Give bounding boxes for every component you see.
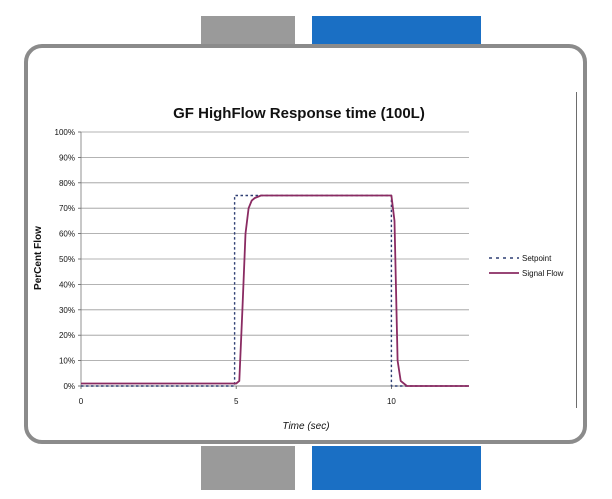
top-gray-tab bbox=[201, 16, 295, 46]
right-divider bbox=[576, 92, 577, 408]
bottom-blue-tab bbox=[312, 446, 481, 490]
y-tick-label: 30% bbox=[59, 306, 75, 315]
top-blue-tab bbox=[312, 16, 481, 46]
grid-lines bbox=[78, 131, 469, 387]
chart-frame bbox=[24, 44, 587, 444]
y-axis-ticks: 0% 10% 20% 30% 40% 50% 60% 70% 80% 90% 100% bbox=[55, 128, 75, 391]
y-tick-label: 10% bbox=[59, 357, 75, 366]
y-tick-label: 20% bbox=[59, 331, 75, 340]
y-tick-label: 100% bbox=[55, 128, 75, 137]
y-tick-label: 60% bbox=[59, 230, 75, 239]
y-tick-label: 90% bbox=[59, 153, 75, 162]
y-axis-label: PerCent Flow bbox=[33, 226, 44, 290]
x-axis-ticks: 0 5 10 bbox=[79, 386, 396, 406]
y-tick-label: 0% bbox=[63, 382, 75, 391]
x-tick-label: 0 bbox=[79, 397, 84, 406]
y-tick-label: 50% bbox=[59, 255, 75, 264]
bottom-gray-tab bbox=[201, 446, 295, 490]
x-tick-label: 5 bbox=[234, 397, 239, 406]
legend-label: Signal Flow bbox=[522, 269, 564, 278]
legend: Setpoint Signal Flow bbox=[489, 254, 564, 278]
x-tick-label: 10 bbox=[387, 397, 396, 406]
y-tick-label: 70% bbox=[59, 204, 75, 213]
signal-flow-line bbox=[81, 194, 469, 387]
series-lines bbox=[81, 194, 469, 387]
x-axis-label: Time (sec) bbox=[282, 421, 329, 432]
chart-title: GF HighFlow Response time (100L) bbox=[173, 105, 425, 122]
legend-label: Setpoint bbox=[522, 254, 552, 263]
setpoint-line bbox=[81, 194, 469, 387]
y-tick-label: 40% bbox=[59, 280, 75, 289]
y-tick-label: 80% bbox=[59, 179, 75, 188]
